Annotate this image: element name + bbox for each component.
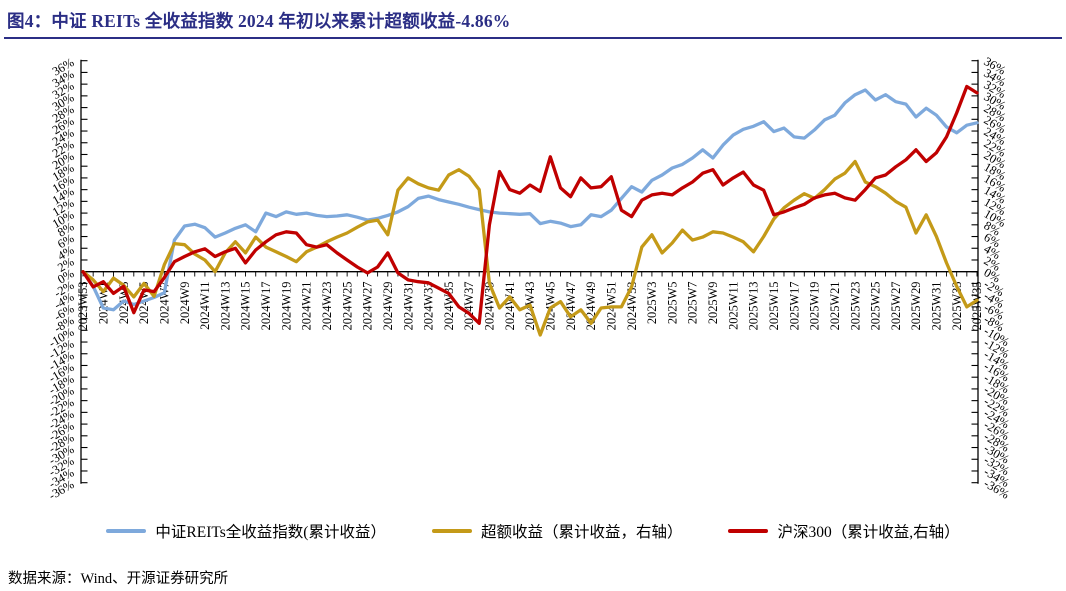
x-tick-label: 2024W23 [320,282,334,331]
x-tick-label: 2025W19 [808,282,822,331]
x-tick-label: 2024W15 [239,282,253,331]
series-polyline-1 [81,159,979,337]
x-tick-label: 2025W13 [747,282,761,331]
x-tick-label: 2024W21 [300,282,314,331]
csi300-line-swatch [728,528,769,534]
x-tick-label: 2025W31 [930,282,944,331]
series-line-0 [81,88,979,312]
data-source-note: 数据来源：Wind、开源证券研究所 [8,571,229,587]
legend-label-csi300: 沪深300（累计收益,右轴） [777,524,960,541]
x-tick-label: 2025W21 [828,282,842,331]
series-polyline-0 [81,88,979,312]
x-tick-label: 2025W15 [767,282,781,331]
x-tick-label: 2023W53 [76,282,90,331]
x-tick-label: 2025W3 [645,282,659,325]
x-tick-label: 2025W27 [889,282,903,331]
x-tick-label: 2025W11 [726,282,740,330]
series-polyline-2 [81,84,979,325]
x-tick-label: 2025W9 [706,282,720,325]
x-tick-label: 2024W37 [462,282,476,331]
x-tick-label: 2024W11 [198,282,212,330]
x-tick-label: 2024W1 [97,282,111,325]
x-tick-label: 2025W17 [787,282,801,331]
chart-legend: 中证REITs全收益指数(累计收益） 超额收益（累计收益，右轴） 沪深300（累… [0,516,1066,546]
x-tick-label: 2024W7 [157,282,171,325]
x-tick-label: 2024W9 [178,282,192,325]
title-underline [4,37,1062,39]
series-line-1 [81,159,979,337]
x-tick-label: 2024W35 [442,282,456,331]
x-tick-label: 2025W35 [970,281,984,330]
legend-item-excess: 超额收益（累计收益，右轴） [431,520,683,542]
legend-label-excess: 超额收益（累计收益，右轴） [480,524,683,541]
x-tick-label: 2025W5 [665,282,679,325]
reits-line-swatch [106,528,147,534]
x-tick-label: 2025W29 [909,282,923,331]
x-tick-label: 2024W19 [279,282,293,331]
x-tick-label: 2024W41 [503,282,517,331]
x-tick-label: 2024W29 [381,282,395,331]
x-tick-label: 2024W47 [564,282,578,331]
x-tick-label: 2024W17 [259,282,273,331]
x-tick-label: 2024W31 [401,282,415,331]
x-tick-label: 2025W23 [848,282,862,331]
x-tick-label: 2025W7 [686,282,700,325]
x-tick-label: 2024W25 [340,282,354,331]
excess-line-swatch [431,528,472,534]
series-line-2 [81,84,979,325]
legend-item-reits: 中证REITs全收益指数(累计收益） [106,520,386,542]
legend-label-reits: 中证REITs全收益指数(累计收益） [155,524,386,541]
x-tick-label: 2024W39 [483,281,497,330]
x-tick-label: 2024W27 [361,282,375,331]
x-tick-label: 2025W25 [869,282,883,331]
y-axis-left: 36%34%32%30%28%26%24%22%20%18%16%14%12%1… [46,55,88,503]
x-tick-label: 2024W13 [218,282,232,331]
x-axis: 2023W53 2024W1 2024W3 2024W5 2024W7 2024W9 202… [76,271,984,331]
x-tick-label: 2024W33 [422,282,436,331]
legend-item-csi300: 沪深300（累计收益,右轴） [728,520,960,542]
figure-title: 图4：中证 REITs 全收益指数 2024 年初以来累计超额收益-4.86% [7,11,511,31]
